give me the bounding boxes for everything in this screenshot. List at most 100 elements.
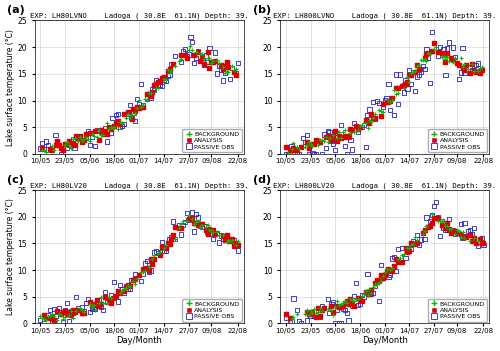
Point [194, 223, 202, 228]
Point [232, 72, 240, 77]
Point [141, 268, 149, 274]
Point [180, 46, 188, 52]
Point [408, 73, 416, 78]
Text: (a): (a) [8, 5, 25, 15]
Point [206, 227, 214, 233]
Point [474, 61, 482, 66]
Point [171, 63, 179, 69]
Point [468, 67, 476, 73]
Point [413, 233, 421, 238]
Point [204, 223, 212, 228]
Point [211, 50, 219, 55]
Point [310, 306, 318, 312]
Point [413, 240, 421, 246]
Point [342, 134, 350, 140]
Point [474, 69, 482, 75]
Point [179, 223, 187, 228]
Point [137, 270, 145, 275]
Point [202, 224, 209, 230]
Point [333, 135, 341, 141]
Point [175, 58, 183, 64]
Point [408, 246, 416, 252]
Point [408, 71, 416, 76]
Point [142, 265, 150, 270]
Point [342, 151, 350, 157]
Point [451, 55, 459, 61]
Point [438, 50, 446, 56]
Point [422, 58, 430, 64]
Point [288, 143, 296, 148]
Title: EXP: LH800LVNO    Ladoga ( 30.8E  61.1N) Depth: 39.: EXP: LH800LVNO Ladoga ( 30.8E 61.1N) Dep… [273, 13, 496, 19]
Point [322, 145, 330, 151]
Point [190, 53, 198, 58]
Point [132, 118, 140, 124]
Point [40, 146, 48, 152]
Point [40, 312, 48, 318]
Point [358, 298, 366, 304]
Point [371, 111, 379, 117]
Point [434, 49, 442, 55]
Point [328, 303, 336, 309]
Point [458, 45, 466, 51]
Point [99, 300, 107, 306]
Point [86, 299, 94, 305]
Point [95, 300, 103, 306]
Point [86, 130, 94, 135]
Point [396, 256, 404, 261]
Point [190, 229, 198, 234]
Point [302, 139, 310, 145]
Point [302, 309, 310, 315]
Point [56, 143, 64, 148]
Point [192, 219, 200, 225]
Point [400, 90, 407, 95]
Point [301, 311, 309, 317]
Point [97, 304, 105, 310]
Point [220, 234, 228, 240]
Point [162, 249, 170, 254]
Point [344, 318, 352, 323]
Point [118, 123, 126, 129]
Point [375, 108, 383, 113]
Point [392, 256, 400, 262]
Point [322, 134, 330, 140]
Point [293, 311, 301, 317]
Point [373, 98, 381, 104]
Point [472, 62, 480, 68]
Point [217, 67, 225, 73]
Point [234, 60, 242, 66]
Point [215, 60, 223, 66]
Point [428, 48, 436, 53]
Text: (b): (b) [253, 5, 271, 15]
Point [440, 54, 448, 59]
Point [354, 129, 362, 135]
Point [370, 284, 378, 290]
Point [297, 144, 305, 150]
Point [331, 321, 339, 326]
Point [59, 320, 67, 325]
Point [114, 299, 122, 304]
Point [424, 55, 432, 60]
Point [466, 70, 474, 75]
Point [142, 258, 150, 264]
Point [128, 115, 136, 120]
Point [430, 40, 438, 46]
Point [80, 310, 88, 316]
Point [362, 118, 370, 123]
Point [128, 117, 136, 122]
Point [377, 272, 385, 278]
Point [171, 224, 179, 230]
Point [177, 59, 185, 65]
X-axis label: Day/Month: Day/Month [362, 337, 408, 345]
Point [418, 63, 426, 69]
Point [57, 151, 65, 157]
Point [411, 88, 419, 94]
Point [440, 52, 448, 58]
Point [94, 297, 102, 303]
Point [88, 132, 96, 137]
Point [106, 126, 114, 132]
Point [326, 135, 334, 141]
Point [312, 137, 320, 143]
Point [130, 278, 138, 283]
Point [337, 321, 345, 326]
Point [308, 310, 316, 316]
